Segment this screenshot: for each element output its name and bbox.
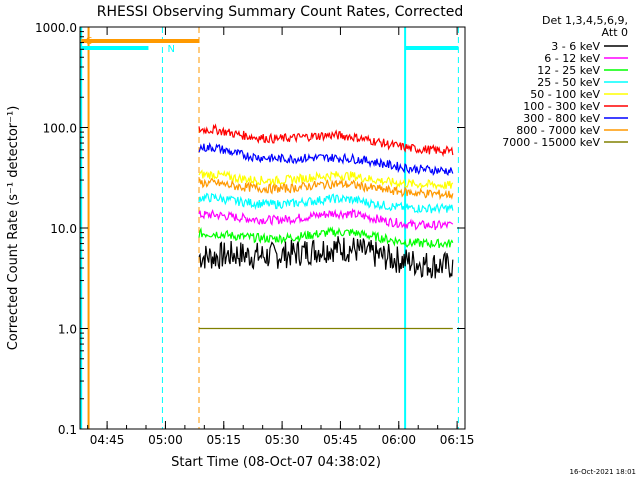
legend-label: 6 - 12 keV	[544, 52, 600, 65]
chart-title: RHESSI Observing Summary Count Rates, Co…	[97, 4, 463, 20]
series-line-12-25-kev	[198, 226, 454, 249]
series-line-6-12-kev	[198, 207, 454, 231]
axes-group: 04:45 05:00 05:15 05:30 05:45 06:00 06:15 0.1 1.…	[35, 21, 474, 447]
series-line-800-7000-kev	[198, 177, 454, 201]
legend-label: 300 - 800 keV	[523, 112, 600, 125]
x-axis-label: Start Time (08-Oct-07 04:38:02)	[171, 455, 381, 470]
series-line-25-50-kev	[198, 192, 454, 215]
series-group	[198, 123, 454, 330]
x-tick-label: 06:15	[440, 433, 475, 447]
orbit-intervals: SN	[80, 27, 459, 429]
series-line-50-100-kev	[198, 169, 454, 191]
y-tick-label: 100.0	[43, 122, 77, 136]
y-tick-label: 0.1	[58, 423, 77, 437]
series-line-300-800-kev	[198, 142, 454, 176]
marker-label-s: S	[86, 36, 92, 47]
x-tick-label: 05:00	[148, 433, 183, 447]
legend-label: 7000 - 15000 keV	[502, 136, 600, 149]
x-tick-label: 05:45	[323, 433, 358, 447]
y-tick-label: 1000.0	[35, 21, 77, 35]
legend-label: 25 - 50 keV	[537, 76, 600, 89]
legend-label: 12 - 25 keV	[537, 64, 600, 77]
legend-label: 800 - 7000 keV	[516, 124, 600, 137]
legend-label: 100 - 300 keV	[523, 100, 600, 113]
legend-header-line-2: Att 0	[602, 26, 628, 39]
y-tick-label: 1.0	[58, 323, 77, 337]
x-tick-label: 06:00	[381, 433, 416, 447]
x-tick-label: 04:45	[90, 433, 125, 447]
x-tick-label: 05:30	[265, 433, 300, 447]
legend-label: 50 - 100 keV	[530, 88, 600, 101]
legend-header-line-1: Det 1,3,4,5,6,9,	[542, 14, 628, 27]
y-axis-label: Corrected Count Rate (s⁻¹ detector⁻¹)	[6, 106, 21, 351]
plot-timestamp: 16-Oct-2021 18:01	[570, 468, 636, 476]
legend-label: 3 - 6 keV	[551, 40, 600, 53]
y-tick-label: 10.0	[50, 222, 77, 236]
series-line-3-6-kev	[198, 236, 454, 279]
x-tick-label: 05:15	[206, 433, 241, 447]
series-line-100-300-kev	[198, 123, 454, 158]
marker-label-n: N	[167, 44, 174, 55]
